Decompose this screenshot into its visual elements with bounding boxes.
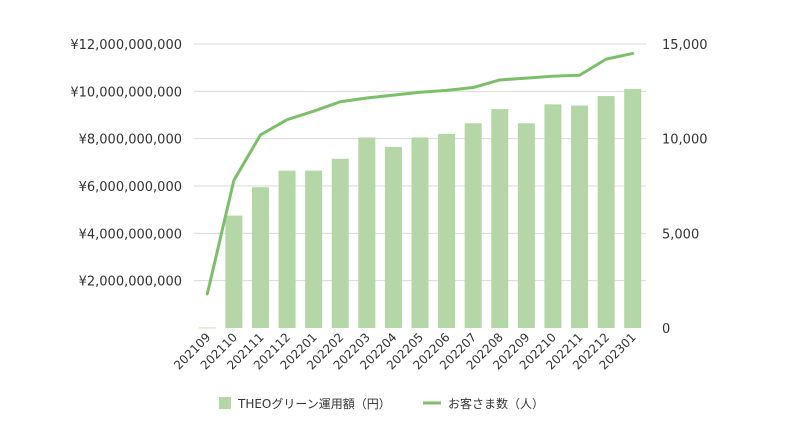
bar xyxy=(305,170,323,328)
line-series xyxy=(205,51,635,296)
y-left-tick-label: ¥6,000,000,000 xyxy=(79,180,182,195)
bar xyxy=(464,123,482,329)
bar xyxy=(597,96,615,328)
y-left-tick-label: ¥8,000,000,000 xyxy=(79,133,182,148)
line-point xyxy=(312,110,315,113)
bar xyxy=(225,215,243,328)
y-right-tick-label: 5,000 xyxy=(662,227,699,242)
bar xyxy=(571,105,589,329)
bar xyxy=(331,158,349,328)
bar xyxy=(517,123,535,329)
y-right-tick-label: 10,000 xyxy=(662,133,708,148)
bar xyxy=(438,133,456,328)
line-point xyxy=(604,57,608,61)
legend-bar-label: THEOグリーン運用額（円） xyxy=(237,397,391,411)
line-point xyxy=(445,89,448,92)
line-point xyxy=(232,179,236,182)
legend-line-label: お客さま数（人） xyxy=(448,396,544,411)
y-left-tick-label: ¥12,000,000,000 xyxy=(70,38,182,53)
x-axis-ticks: 2021092021102021112021122022012022022022… xyxy=(171,330,639,372)
line-point xyxy=(498,78,501,82)
line-point xyxy=(578,74,581,77)
line-point xyxy=(471,86,475,89)
line-point xyxy=(285,118,289,121)
line-point xyxy=(365,96,369,100)
y-right-tick-label: 0 xyxy=(662,322,670,337)
line-point xyxy=(206,292,209,296)
bar xyxy=(251,187,269,328)
y-right-tick-label: 15,000 xyxy=(662,38,708,53)
y-left-tick-label: ¥2,000,000,000 xyxy=(79,275,182,290)
bar xyxy=(491,109,509,328)
line-point xyxy=(339,100,342,103)
line-point xyxy=(551,74,555,78)
right-axis-ticks: 0 5,000 10,000 15,000 xyxy=(662,38,708,337)
y-left-tick-label: ¥10,000,000,000 xyxy=(70,85,182,100)
y-left-tick-label: ¥4,000,000,000 xyxy=(79,227,182,242)
legend-bar-swatch xyxy=(219,397,231,409)
bar xyxy=(198,327,216,329)
bar xyxy=(384,146,402,328)
bar xyxy=(278,170,296,328)
bar xyxy=(358,137,376,328)
left-axis-ticks: ¥2,000,000,000 ¥4,000,000,000 ¥6,000,000,0… xyxy=(70,38,182,290)
bar xyxy=(544,104,562,328)
bar-series xyxy=(198,88,642,329)
legend: THEOグリーン運用額（円） お客さま数（人） xyxy=(219,396,544,411)
line-point xyxy=(418,91,422,94)
line-point xyxy=(259,133,262,137)
line-point xyxy=(392,93,395,97)
bar xyxy=(411,137,429,328)
line-point xyxy=(525,76,528,80)
line-point xyxy=(631,52,634,55)
bar xyxy=(624,88,642,328)
